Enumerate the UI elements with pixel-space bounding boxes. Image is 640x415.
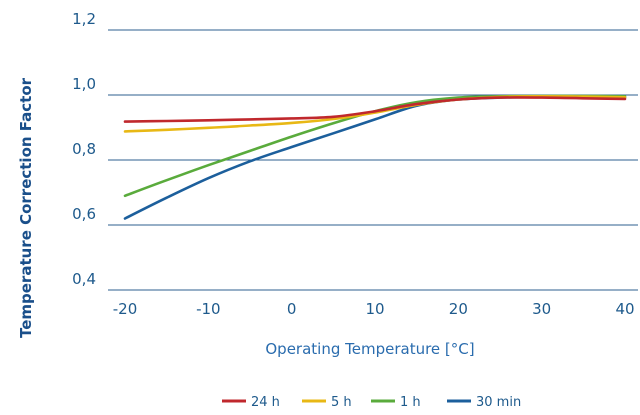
x-tick-label: 30 [532,300,551,318]
legend: 24 h 5 h 1 h 30 min [222,395,521,410]
series-line-24h [123,96,627,123]
y-tick-labels: 0,4 0,6 0,8 1,0 1,2 [72,10,96,288]
gridlines [108,29,638,291]
x-tick-label: 20 [449,300,468,318]
x-tick-label: 0 [287,300,297,318]
y-tick-label: 0,6 [72,205,96,223]
series-line-30min [123,95,627,220]
y-tick-label: 1,0 [72,75,96,93]
y-tick-label: 0,4 [72,270,96,288]
x-axis-title: Operating Temperature [°C] [265,340,474,358]
series-lines [123,94,627,220]
legend-label: 30 min [476,395,521,410]
x-tick-label: -20 [113,300,138,318]
legend-label: 24 h [251,395,280,410]
y-tick-label: 1,2 [72,10,96,28]
y-axis-title: Temperature Correction Factor [17,77,35,338]
legend-label: 1 h [400,395,421,410]
x-tick-labels: -20 -10 0 10 20 30 40 [113,300,635,318]
x-tick-label: -10 [196,300,221,318]
x-tick-label: 10 [365,300,384,318]
x-tick-label: 40 [615,300,634,318]
legend-label: 5 h [331,395,352,410]
y-tick-label: 0,8 [72,140,96,158]
series-line-5h [123,94,627,133]
